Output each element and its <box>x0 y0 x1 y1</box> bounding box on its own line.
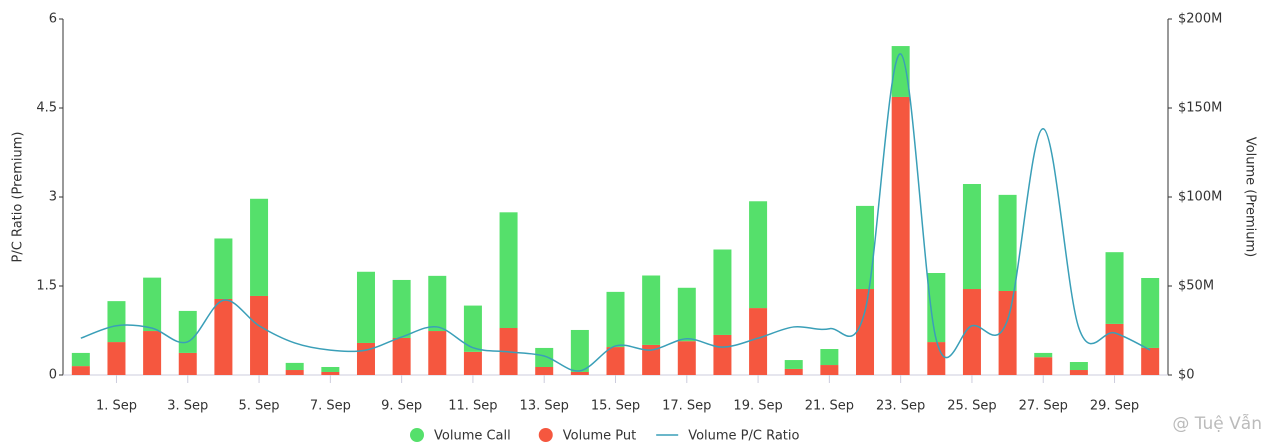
bar-segment <box>178 352 197 375</box>
watermark: @ Tuệ Vẫn <box>1172 413 1262 434</box>
x-tick-label: 9. Sep <box>381 399 422 414</box>
bar-segment <box>321 366 340 372</box>
bar-segment <box>178 310 197 353</box>
bar-segment <box>71 366 90 375</box>
bar-segment <box>962 184 981 290</box>
bar-segment <box>250 198 269 296</box>
bar-segment <box>820 349 839 366</box>
y2-tick-label: $0 <box>1178 368 1195 383</box>
y2-tick-label: $150M <box>1178 101 1222 116</box>
bar-segment <box>428 331 447 375</box>
bar-segment <box>1105 252 1124 324</box>
x-tick-label: 15. Sep <box>591 399 640 414</box>
x-tick-label: 27. Sep <box>1019 399 1068 414</box>
y-tick-label: 4.5 <box>36 101 57 116</box>
bar-segment <box>606 291 625 348</box>
bar-segment <box>642 344 661 375</box>
bar-segment <box>570 371 589 375</box>
bar-segment <box>463 351 482 375</box>
x-tick-label: 13. Sep <box>520 399 569 414</box>
legend-label: Volume Call <box>434 429 511 444</box>
bar-segment <box>1141 277 1160 348</box>
x-tick-label: 17. Sep <box>662 399 711 414</box>
bar-segment <box>856 205 875 290</box>
bar-segment <box>107 342 126 375</box>
bar-segment <box>428 275 447 332</box>
x-tick-label: 7. Sep <box>310 399 351 414</box>
y-tick-label: 3 <box>49 190 57 205</box>
bar-segment <box>392 337 411 375</box>
legend-label: Volume P/C Ratio <box>688 429 799 444</box>
bar-segment <box>535 347 554 367</box>
bar-segment <box>214 238 233 299</box>
y-tick-label: 1.5 <box>36 279 57 294</box>
bar-segment <box>677 341 696 375</box>
bar-segment <box>1069 370 1088 375</box>
bar-segment <box>463 305 482 352</box>
bar-segment <box>749 201 768 309</box>
x-tick-label: 29. Sep <box>1090 399 1139 414</box>
bar-segment <box>535 366 554 375</box>
y-axis-title: P/C Ratio (Premium) <box>11 132 26 263</box>
x-tick-label: 21. Sep <box>805 399 854 414</box>
x-tick-label: 19. Sep <box>733 399 782 414</box>
bar-segment <box>285 362 304 371</box>
bar-segment <box>285 370 304 375</box>
y2-tick-label: $50M <box>1178 279 1214 294</box>
x-tick-label: 1. Sep <box>96 399 137 414</box>
bar-segment <box>499 212 518 329</box>
bar-segment <box>820 365 839 375</box>
bar-segment <box>606 347 625 375</box>
bar-segment <box>1034 357 1053 375</box>
bar-segment <box>1105 323 1124 375</box>
bar-segment <box>749 308 768 375</box>
bar-segment <box>392 279 411 338</box>
bar-segment <box>642 275 661 345</box>
bar-segment <box>713 334 732 375</box>
bar-segment <box>321 371 340 375</box>
bar-segment <box>784 368 803 375</box>
x-tick-label: 5. Sep <box>239 399 280 414</box>
x-tick-label: 23. Sep <box>876 399 925 414</box>
legend-swatch <box>538 428 553 442</box>
bar-segment <box>998 290 1017 375</box>
bar-segment <box>570 329 589 372</box>
y-tick-label: 6 <box>49 12 57 27</box>
bar-segment <box>107 301 126 343</box>
bar-segment <box>998 194 1017 291</box>
bar-segment <box>214 298 233 375</box>
y2-tick-label: $200M <box>1178 12 1222 27</box>
bar-segment <box>891 46 910 97</box>
bar-segment <box>677 287 696 342</box>
bar-segment <box>891 96 910 376</box>
y2-axis-title: Volume (Premium) <box>1243 137 1258 257</box>
bar-segment <box>784 360 803 369</box>
bar-segment <box>713 249 732 335</box>
x-tick-label: 11. Sep <box>448 399 497 414</box>
bar-segment <box>71 352 90 367</box>
y-tick-label: 0 <box>49 368 57 383</box>
bar-segment <box>143 277 162 332</box>
bar-segment <box>1141 347 1160 375</box>
bar-segment <box>962 289 981 375</box>
bar-segment <box>856 289 875 375</box>
bar-segment <box>1034 352 1053 358</box>
bar-segment <box>250 295 269 375</box>
x-tick-label: 25. Sep <box>947 399 996 414</box>
legend-swatch <box>410 428 424 442</box>
y2-tick-label: $100M <box>1178 190 1222 205</box>
bar-segment <box>927 342 946 375</box>
x-tick-label: 3. Sep <box>167 399 208 414</box>
ratio-line <box>80 53 1151 372</box>
bar-segment <box>143 331 162 375</box>
legend-label: Volume Put <box>563 429 636 444</box>
bar-segment <box>1069 362 1088 371</box>
bar-segment <box>356 271 375 343</box>
bar-segment <box>927 273 946 343</box>
